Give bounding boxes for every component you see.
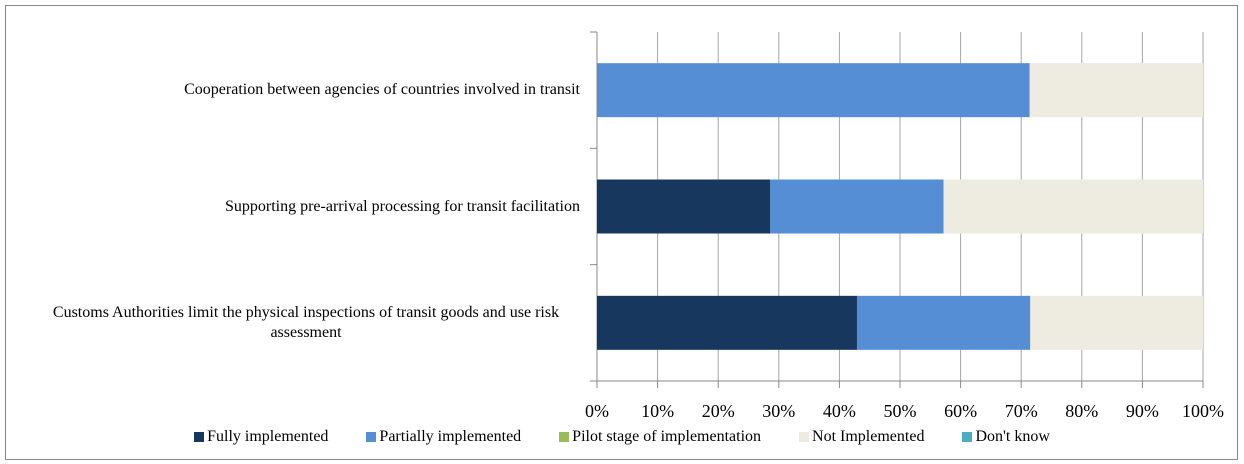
legend-label: Partially implemented — [379, 428, 522, 445]
x-tick-label: 20% — [702, 401, 735, 421]
x-tick-label: 40% — [823, 401, 856, 421]
y-label-box: Cooperation between agencies of countrie… — [184, 60, 580, 120]
legend: Fully implemented Partially implemented Pi… — [0, 428, 1244, 446]
legend-label: Fully implemented — [207, 428, 329, 445]
legend-swatch — [366, 432, 377, 442]
legend-swatch — [559, 432, 570, 442]
x-tick-label: 70% — [1005, 401, 1038, 421]
x-tick-label: 100% — [1182, 401, 1224, 421]
bar-segment — [597, 179, 771, 234]
x-tick-label: 60% — [944, 401, 977, 421]
bar-segment — [770, 179, 944, 234]
legend-item: Not Implemented — [799, 428, 924, 446]
x-tick-label: 10% — [641, 401, 674, 421]
bar-segment — [597, 63, 1030, 118]
y-label-box: Supporting pre-arrival processing for tr… — [225, 177, 580, 237]
legend-label: Pilot stage of implementation — [572, 428, 762, 445]
legend-swatch — [799, 432, 810, 442]
bar-segment — [597, 295, 857, 350]
legend-label: Don't know — [975, 428, 1050, 445]
x-tick-label: 30% — [762, 401, 795, 421]
y-tick-label: Cooperation between agencies of countrie… — [184, 81, 580, 99]
legend-swatch — [962, 432, 973, 442]
chart-border — [5, 5, 1238, 460]
x-tick-label: 80% — [1065, 401, 1098, 421]
legend-item: Pilot stage of implementation — [559, 428, 761, 446]
legend-item: Fully implemented — [194, 428, 328, 446]
x-tick-label: 0% — [585, 401, 609, 421]
x-tick-label: 90% — [1126, 401, 1159, 421]
legend-item: Don't know — [962, 428, 1050, 446]
y-tick-label: Supporting pre-arrival processing for tr… — [224, 197, 580, 215]
y-label-box: Customs Authorities limit the physical i… — [32, 293, 580, 353]
bar-segment — [1030, 295, 1203, 350]
y-tick-label: Customs Authorities limit the physical i… — [52, 303, 560, 341]
legend-item: Partially implemented — [366, 428, 521, 446]
bar-segment — [1029, 63, 1203, 118]
legend-swatch — [194, 432, 205, 442]
legend-label: Not Implemented — [812, 428, 925, 445]
x-tick-label: 50% — [884, 401, 917, 421]
bar-segment — [943, 179, 1203, 234]
bar-segment — [856, 295, 1031, 350]
